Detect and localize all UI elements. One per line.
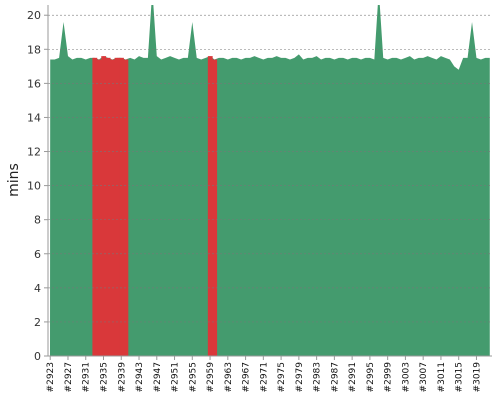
y-tick-label-16: 16 (27, 77, 41, 90)
x-tick-label-3019: #3019 (472, 362, 482, 393)
axes (47, 5, 492, 357)
failed-build-bar-2939 (119, 57, 124, 356)
failed-build-bar-2940 (123, 59, 129, 356)
failed-build-bar-2937 (110, 59, 115, 356)
failed-build-bar-2960 (212, 59, 218, 356)
x-tick-labels: #2923 #2927 #2931 #2935 #2939 #2943 #2947 #2951… (46, 356, 482, 392)
duration-area (50, 5, 490, 356)
x-tick-label-2987: #2987 (330, 362, 340, 392)
x-tick-label-2967: #2967 (242, 362, 252, 392)
failed-build-bar-2935 (101, 56, 107, 356)
x-tick-label-2983: #2983 (313, 362, 323, 392)
failed-build-bar-2934 (96, 59, 102, 356)
duration-area-series (50, 5, 490, 356)
y-tick-label-18: 18 (27, 43, 41, 56)
x-tick-label-2959: #2959 (206, 362, 216, 393)
y-tick-label-10: 10 (27, 180, 41, 193)
y-tick-label-12: 12 (27, 146, 41, 159)
x-tick-label-2955: #2955 (188, 362, 198, 392)
y-tick-label-4: 4 (34, 282, 41, 295)
y-tick-labels: 0 2 4 6 8 10 12 14 16 18 20 (27, 9, 48, 363)
x-tick-label-3007: #3007 (419, 362, 429, 392)
x-tick-label-2999: #2999 (384, 362, 394, 393)
x-tick-label-2939: #2939 (117, 362, 127, 393)
x-tick-label-2995: #2995 (366, 362, 376, 392)
x-tick-label-2963: #2963 (224, 362, 234, 392)
failed-build-bar-2959 (207, 56, 213, 356)
x-tick-label-2923: #2923 (46, 362, 56, 392)
x-tick-label-2975: #2975 (277, 362, 287, 392)
x-tick-label-3011: #3011 (437, 362, 447, 392)
y-tick-label-2: 2 (34, 316, 41, 329)
x-tick-label-2935: #2935 (100, 362, 110, 392)
failed-build-bar-2933 (92, 57, 98, 356)
x-tick-label-2931: #2931 (82, 362, 92, 392)
x-tick-label-2943: #2943 (135, 362, 145, 392)
failed-build-bar-2936 (105, 57, 111, 356)
y-tick-label-0: 0 (34, 350, 41, 363)
x-tick-label-2979: #2979 (295, 362, 305, 393)
x-tick-label-3015: #3015 (455, 362, 465, 392)
failed-build-bar-2938 (114, 57, 120, 356)
x-tick-label-2947: #2947 (153, 362, 163, 392)
x-tick-label-3003: #3003 (401, 362, 411, 392)
y-axis-title: mins (6, 163, 22, 197)
y-tick-label-6: 6 (34, 248, 41, 261)
x-tick-label-2927: #2927 (64, 362, 74, 392)
x-tick-label-2971: #2971 (259, 362, 269, 392)
y-tick-label-14: 14 (27, 111, 41, 124)
x-tick-label-2951: #2951 (171, 362, 181, 392)
grid-lines (48, 14, 492, 323)
y-tick-label-8: 8 (34, 214, 41, 227)
y-tick-label-20: 20 (27, 9, 41, 22)
x-tick-label-2991: #2991 (348, 362, 358, 392)
